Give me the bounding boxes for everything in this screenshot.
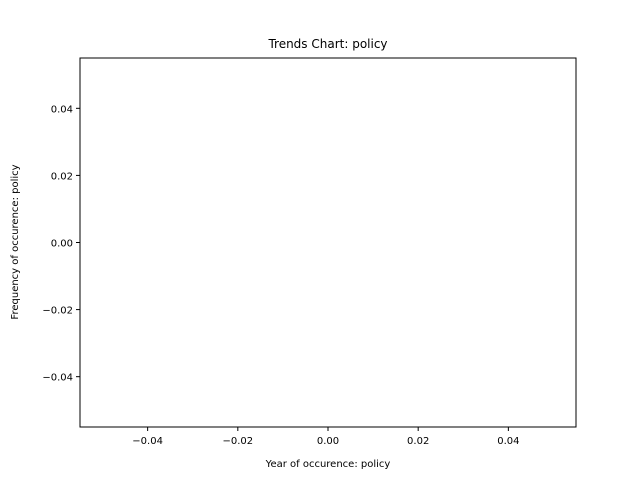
x-axis-label: Year of occurence: policy (265, 459, 391, 470)
x-tick-label: 0.02 (407, 436, 429, 447)
x-tick-label: 0.00 (317, 436, 339, 447)
y-tick-label: 0.00 (51, 239, 73, 250)
y-tick-label: −0.04 (42, 373, 73, 384)
y-axis-ticks: −0.04 −0.02 0.00 0.02 0.04 (42, 104, 80, 384)
x-tick-label: −0.02 (222, 436, 253, 447)
plot-area-frame (79, 57, 577, 428)
x-tick-label: 0.04 (497, 436, 519, 447)
y-tick-label: −0.02 (42, 306, 73, 317)
y-tick-label: 0.04 (51, 104, 73, 115)
x-axis-ticks: −0.04 −0.02 0.00 0.02 0.04 (132, 427, 519, 447)
y-tick-label: 0.02 (51, 171, 73, 182)
chart-title: Trends Chart: policy (267, 37, 387, 51)
y-axis-label: Frequency of occurence: policy (10, 164, 21, 319)
x-tick-label: −0.04 (132, 436, 163, 447)
